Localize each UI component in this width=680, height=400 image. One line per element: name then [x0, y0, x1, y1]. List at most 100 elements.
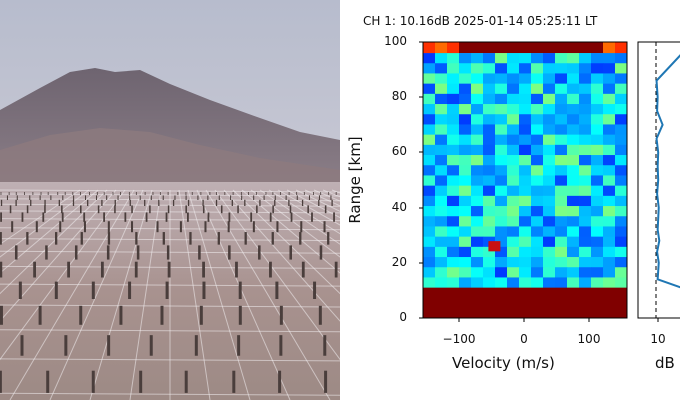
- heatmap-edge-cell: [447, 42, 459, 54]
- heatmap-cell: [591, 93, 604, 105]
- heatmap-cell: [591, 144, 604, 156]
- heatmap-cell: [423, 114, 436, 125]
- heatmap-cell: [615, 206, 628, 217]
- heatmap-cell: [435, 277, 448, 289]
- heatmap-cell: [567, 165, 580, 176]
- heatmap-cell: [483, 93, 496, 105]
- heatmap-cell: [603, 206, 616, 217]
- heatmap-cell: [471, 257, 484, 268]
- heatmap-cell: [603, 114, 616, 125]
- heatmap-cell: [615, 216, 628, 227]
- heatmap-cell: [543, 226, 556, 238]
- heatmap-cell: [495, 195, 508, 207]
- heatmap-cell: [519, 267, 532, 278]
- heatmap-cell: [567, 124, 580, 136]
- heatmap-cell: [603, 73, 616, 85]
- heatmap-cell: [555, 63, 568, 74]
- heatmap-cell: [531, 185, 544, 197]
- heatmap-cell: [447, 104, 460, 115]
- heatmap-cell: [579, 134, 592, 146]
- heatmap-cell: [507, 277, 520, 289]
- heatmap-cell: [591, 73, 604, 85]
- heatmap-cell: [471, 277, 484, 289]
- heatmap-cell: [483, 246, 496, 258]
- heatmap-cell: [531, 93, 544, 105]
- heatmap-cell: [555, 165, 568, 176]
- heatmap-cell: [543, 267, 556, 278]
- heatmap-cell: [507, 206, 520, 217]
- heatmap-cell: [483, 134, 496, 146]
- heatmap-cell: [507, 226, 520, 238]
- heatmap-cell: [579, 277, 592, 289]
- heatmap-cell: [471, 195, 484, 207]
- heatmap-cell: [435, 104, 448, 115]
- heatmap-cell: [603, 104, 616, 115]
- heatmap-cell: [603, 175, 616, 187]
- heatmap-cell: [459, 246, 472, 258]
- heatmap-cell: [507, 144, 520, 156]
- heatmap-cell: [555, 53, 568, 64]
- heatmap-cell: [615, 83, 628, 95]
- heatmap-cell: [495, 114, 508, 125]
- heatmap-cell: [579, 93, 592, 105]
- heatmap-cell: [423, 216, 436, 227]
- heatmap-cell: [531, 257, 544, 268]
- heatmap-cell: [435, 83, 448, 95]
- heatmap-cell: [423, 93, 436, 105]
- heatmap-cell: [531, 73, 544, 85]
- heatmap-cell: [495, 236, 508, 248]
- heatmap-cell: [423, 53, 436, 64]
- heatmap-cell: [615, 73, 628, 85]
- heatmap-cell: [567, 175, 580, 187]
- heatmap-cell: [459, 83, 472, 95]
- heatmap-cell: [495, 134, 508, 146]
- heatmap-cell: [555, 175, 568, 187]
- antenna-grid: [0, 189, 340, 400]
- antenna-cable: [0, 189, 81, 245]
- heatmap-cell: [471, 216, 484, 227]
- heatmap-cell: [555, 155, 568, 166]
- heatmap-cell: [423, 73, 436, 85]
- heatmap-cell: [603, 277, 616, 289]
- heatmap-cell: [459, 165, 472, 176]
- heatmap-cell: [567, 144, 580, 156]
- heatmap-cell: [483, 155, 496, 166]
- antenna-cable: [49, 189, 144, 400]
- heatmap-cell: [519, 206, 532, 217]
- y-tick-label: 100: [384, 34, 407, 48]
- heatmap-cell: [579, 175, 592, 187]
- heatmap-cell: [495, 277, 508, 289]
- heatmap-cell: [483, 185, 496, 197]
- heatmap-cell: [519, 53, 532, 64]
- heatmap-cell: [495, 155, 508, 166]
- heatmap-cell: [555, 236, 568, 248]
- heatmap-cell: [447, 267, 460, 278]
- heatmap-cell: [471, 124, 484, 136]
- heatmap-cell: [471, 134, 484, 146]
- heatmap-cell: [423, 104, 436, 115]
- heatmap-edge-cell: [423, 42, 435, 54]
- heatmap-cell: [543, 63, 556, 74]
- heatmap-cell: [459, 185, 472, 197]
- heatmap-cell: [555, 114, 568, 125]
- heatmap-cell: [447, 246, 460, 258]
- heatmap-cell: [435, 195, 448, 207]
- heatmap-cell: [531, 195, 544, 207]
- heatmap-cell: [567, 104, 580, 115]
- heatmap-cell: [495, 104, 508, 115]
- heatmap-cell: [543, 236, 556, 248]
- heatmap-cell: [435, 206, 448, 217]
- heatmap-cell: [555, 185, 568, 197]
- heatmap-cell: [519, 226, 532, 238]
- heatmap-cell: [519, 257, 532, 268]
- heatmap-cell: [507, 134, 520, 146]
- heatmap-cell: [615, 175, 628, 187]
- heatmap-cell: [459, 267, 472, 278]
- heatmap-cell: [543, 144, 556, 156]
- heatmap-cell: [459, 216, 472, 227]
- heatmap-cell: [555, 195, 568, 207]
- heatmap-cell: [555, 93, 568, 105]
- heatmap-cell: [615, 144, 628, 156]
- heatmap-cell: [603, 165, 616, 176]
- heatmap-cell: [591, 114, 604, 125]
